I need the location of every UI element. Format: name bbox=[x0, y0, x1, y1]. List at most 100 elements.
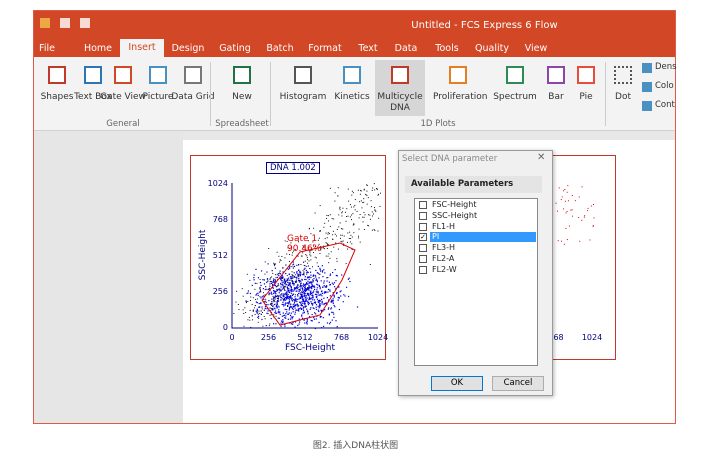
quick-icon[interactable] bbox=[60, 18, 70, 28]
event-dot bbox=[571, 215, 573, 217]
ribbon-icon[interactable] bbox=[449, 66, 467, 84]
ribbon-icon[interactable] bbox=[391, 66, 409, 84]
quick-icon[interactable] bbox=[80, 18, 90, 28]
event-dot bbox=[323, 297, 325, 299]
menu-tab[interactable]: Insert bbox=[120, 39, 164, 57]
ribbon-button[interactable]: Picture bbox=[142, 92, 174, 102]
menu-tab[interactable]: Gating bbox=[219, 43, 251, 54]
menu-tab[interactable]: Batch bbox=[266, 43, 294, 54]
ribbon-button[interactable]: Gate View bbox=[100, 92, 146, 102]
ribbon-icon[interactable] bbox=[184, 66, 202, 84]
dialog-button[interactable]: Cancel bbox=[492, 376, 544, 391]
event-dot bbox=[293, 275, 295, 277]
menu-tab[interactable]: Quality bbox=[475, 43, 509, 54]
event-dot bbox=[297, 309, 299, 311]
ribbon-icon[interactable] bbox=[114, 66, 132, 84]
ribbon-button[interactable]: Spectrum bbox=[493, 92, 537, 102]
ribbon-button[interactable]: Pie bbox=[579, 92, 593, 102]
ribbon-icon[interactable] bbox=[343, 66, 361, 84]
ribbon-icon[interactable] bbox=[577, 66, 595, 84]
event-dot bbox=[300, 282, 302, 284]
menu-tab[interactable]: Format bbox=[308, 43, 342, 54]
ribbon-button[interactable]: Dens bbox=[655, 62, 677, 72]
checkbox[interactable] bbox=[419, 222, 427, 231]
ribbon-icon[interactable] bbox=[233, 66, 251, 84]
parameter-label[interactable]: FL2-W bbox=[432, 264, 457, 274]
event-dot bbox=[318, 277, 320, 279]
event-dot bbox=[308, 282, 310, 284]
event-dot bbox=[290, 242, 292, 244]
dialog-button[interactable]: OK bbox=[431, 376, 483, 391]
checkbox[interactable]: ✓ bbox=[419, 233, 427, 242]
menu-tab[interactable]: Home bbox=[83, 43, 113, 54]
event-dot bbox=[339, 209, 341, 211]
ribbon-icon[interactable] bbox=[84, 66, 102, 84]
event-dot bbox=[332, 301, 334, 303]
ribbon-icon[interactable] bbox=[642, 63, 652, 73]
menu-tab[interactable]: View bbox=[524, 43, 548, 54]
menu-tab[interactable]: File bbox=[39, 43, 55, 54]
checkbox[interactable] bbox=[419, 265, 427, 274]
ribbon-button[interactable]: Multicycle DNA bbox=[377, 92, 423, 113]
event-dot bbox=[274, 284, 277, 287]
checkbox[interactable] bbox=[419, 211, 427, 220]
ribbon-icon[interactable] bbox=[294, 66, 312, 84]
event-dot bbox=[293, 272, 295, 274]
ribbon-button[interactable]: Bar bbox=[548, 92, 564, 102]
event-dot bbox=[308, 276, 311, 278]
ribbon-icon[interactable] bbox=[642, 82, 652, 92]
event-dot bbox=[307, 240, 309, 242]
menu-tab[interactable]: Tools bbox=[435, 43, 459, 54]
close-button[interactable]: ✕ bbox=[537, 152, 546, 163]
event-dot bbox=[590, 205, 592, 207]
parameter-label[interactable]: FSC-Height bbox=[432, 200, 477, 209]
event-dot bbox=[341, 241, 343, 243]
checkbox[interactable] bbox=[419, 244, 427, 253]
ribbon-button[interactable]: Proliferation bbox=[433, 92, 488, 102]
ribbon-button[interactable]: Text Box bbox=[74, 92, 112, 102]
event-dot bbox=[286, 311, 288, 313]
event-dot bbox=[305, 296, 307, 298]
quick-icon[interactable] bbox=[40, 18, 50, 28]
event-dot bbox=[589, 239, 591, 241]
ribbon-icon[interactable] bbox=[506, 66, 524, 84]
event-dot bbox=[303, 319, 305, 321]
event-dot bbox=[238, 309, 240, 311]
event-dot bbox=[281, 255, 283, 257]
checkbox[interactable] bbox=[419, 201, 427, 209]
ribbon-button[interactable]: Shapes bbox=[40, 92, 74, 102]
parameter-label[interactable]: FL2-A bbox=[432, 254, 455, 263]
ribbon-button[interactable]: Data Grid bbox=[171, 92, 215, 102]
event-dot bbox=[306, 319, 308, 321]
parameter-label[interactable]: FL3-H bbox=[432, 243, 456, 253]
event-dot bbox=[286, 305, 288, 307]
ribbon-icon[interactable] bbox=[48, 66, 66, 84]
ribbon-icon[interactable] bbox=[642, 101, 652, 111]
event-dot bbox=[341, 215, 343, 217]
event-dot bbox=[283, 280, 285, 282]
event-dot bbox=[251, 303, 253, 305]
ribbon-button[interactable]: Kinetics bbox=[334, 92, 370, 102]
event-dot bbox=[299, 296, 301, 298]
event-dot bbox=[287, 281, 289, 283]
event-dot bbox=[314, 327, 316, 330]
menu-tab[interactable]: Data bbox=[394, 43, 418, 54]
menu-tab[interactable]: Text bbox=[358, 43, 378, 54]
checkbox[interactable] bbox=[419, 255, 427, 263]
ribbon-button[interactable]: Colo bbox=[655, 81, 674, 91]
event-dot bbox=[264, 273, 266, 275]
ribbon-icon[interactable] bbox=[614, 66, 632, 84]
ribbon-icon[interactable] bbox=[149, 66, 167, 84]
plot-title: DNA 1.002 bbox=[266, 162, 320, 174]
ribbon-icon[interactable] bbox=[547, 66, 565, 84]
menu-tab[interactable]: Design bbox=[171, 43, 205, 54]
parameter-label[interactable]: PI bbox=[432, 232, 440, 242]
ribbon-button[interactable]: Histogram bbox=[279, 92, 327, 102]
ribbon-button[interactable]: Cont bbox=[655, 100, 675, 110]
ribbon-button[interactable]: New bbox=[232, 92, 252, 102]
ribbon-button[interactable]: Dot bbox=[615, 92, 631, 102]
event-dot bbox=[298, 274, 300, 276]
event-dot bbox=[574, 200, 576, 202]
parameter-label[interactable]: SSC-Height bbox=[432, 210, 478, 220]
parameter-label[interactable]: FL1-H bbox=[432, 221, 456, 231]
